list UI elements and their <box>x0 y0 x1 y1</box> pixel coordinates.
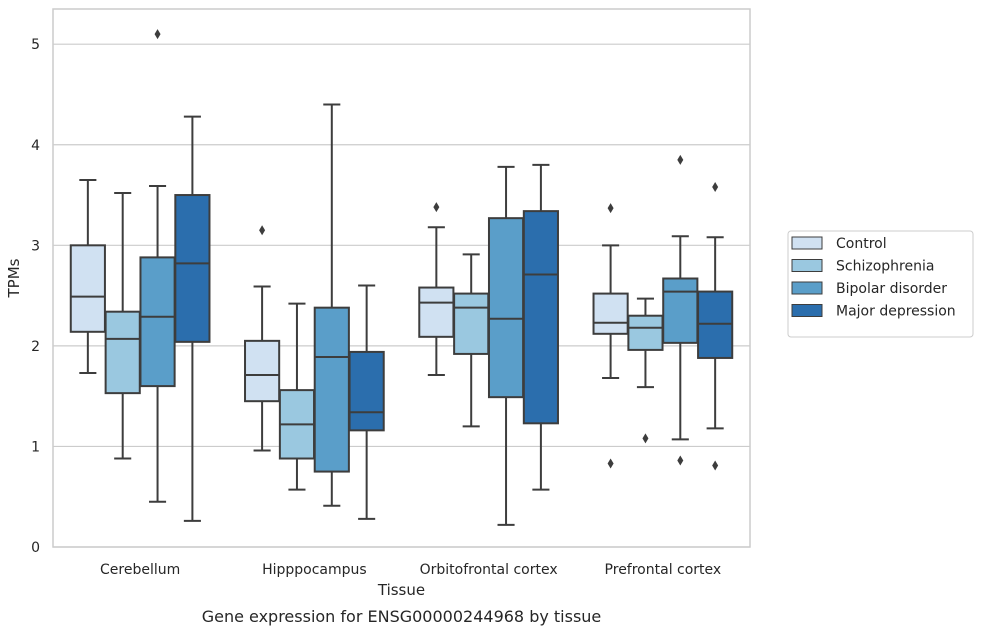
box-1-2 <box>313 103 350 507</box>
box-body <box>592 292 629 335</box>
x-tick-label: Hipppocampus <box>262 562 367 578</box>
box-body <box>697 290 734 359</box>
box-body <box>627 314 664 351</box>
legend-label: Bipolar disorder <box>836 281 947 297</box>
legend-label: Control <box>836 236 887 252</box>
box-body <box>348 350 385 432</box>
y-axis-label: TPMs <box>5 258 23 298</box>
legend-label: Major depression <box>836 304 956 320</box>
outlier-point <box>677 154 684 165</box>
chart-caption: Gene expression for ENSG00000244968 by t… <box>202 607 602 626</box>
x-tick-label: Orbitofrontal cortex <box>420 562 558 578</box>
y-tick-label: 5 <box>31 37 40 53</box>
legend-frame <box>787 230 974 338</box>
box-body <box>487 217 525 399</box>
box-1-3 <box>348 284 385 520</box>
x-tick-label: Prefrontal cortex <box>605 562 722 578</box>
outlier-point <box>154 29 161 40</box>
box-1-0 <box>244 225 281 452</box>
x-tick-label: Cerebellum <box>100 562 180 578</box>
legend-swatch <box>791 304 823 317</box>
outlier-point <box>712 460 719 471</box>
box-0-0 <box>69 178 106 375</box>
box-0-3 <box>174 115 211 522</box>
box-body <box>662 277 699 344</box>
y-tick-label: 1 <box>31 439 40 455</box>
box-plots <box>69 29 734 526</box>
box-0-2 <box>139 29 176 503</box>
box-2-3 <box>522 163 559 491</box>
outlier-point <box>677 455 684 466</box>
outlier-point <box>642 433 649 444</box>
box-body <box>244 339 281 403</box>
box-2-2 <box>487 165 525 526</box>
box-3-3 <box>697 181 734 471</box>
box-body <box>174 194 211 343</box>
box-3-0 <box>592 203 629 469</box>
box-body <box>139 256 176 388</box>
legend-swatch <box>791 236 823 250</box>
box-3-2 <box>662 154 699 466</box>
y-tick-label: 2 <box>31 339 40 355</box>
outlier-point <box>433 202 440 213</box>
legend-swatch <box>791 259 823 272</box>
y-tick-label: 0 <box>31 540 40 556</box>
y-tick-label: 3 <box>31 238 40 254</box>
legend-swatch <box>791 281 823 295</box>
box-body <box>69 244 106 333</box>
y-tick-labels: 0 1 2 3 4 5 <box>31 37 40 556</box>
box-2-1 <box>453 253 490 428</box>
outlier-point <box>607 458 614 469</box>
x-axis-label: Tissue <box>377 581 425 599</box>
box-1-1 <box>278 302 316 491</box>
outlier-point <box>259 225 266 236</box>
legend: Control Schizophrenia Bipolar disorder Majo… <box>787 230 974 338</box>
box-body <box>104 310 141 395</box>
outlier-point <box>607 203 614 214</box>
box-0-1 <box>104 192 141 460</box>
box-body <box>522 210 559 425</box>
box-body <box>313 306 350 473</box>
box-2-0 <box>418 202 455 377</box>
box-body <box>453 292 490 355</box>
outlier-point <box>712 181 719 192</box>
y-tick-label: 4 <box>31 138 40 154</box>
box-body <box>418 286 455 338</box>
plot-frame <box>52 8 751 548</box>
x-tick-labels: Cerebellum Hipppocampus Orbitofrontal cort… <box>100 562 721 578</box>
box-3-1 <box>627 297 664 444</box>
legend-label: Schizophrenia <box>836 259 934 275</box>
